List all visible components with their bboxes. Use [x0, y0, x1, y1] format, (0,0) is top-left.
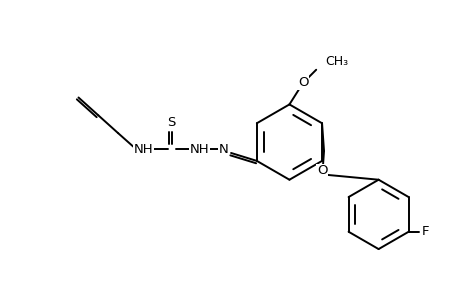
- Text: O: O: [316, 164, 327, 177]
- Text: CH₃: CH₃: [325, 55, 347, 68]
- Text: O: O: [297, 76, 308, 89]
- Text: NH: NH: [189, 142, 209, 155]
- Text: F: F: [421, 225, 428, 238]
- Text: S: S: [167, 116, 175, 129]
- Text: N: N: [218, 142, 228, 155]
- Text: NH: NH: [134, 142, 153, 155]
